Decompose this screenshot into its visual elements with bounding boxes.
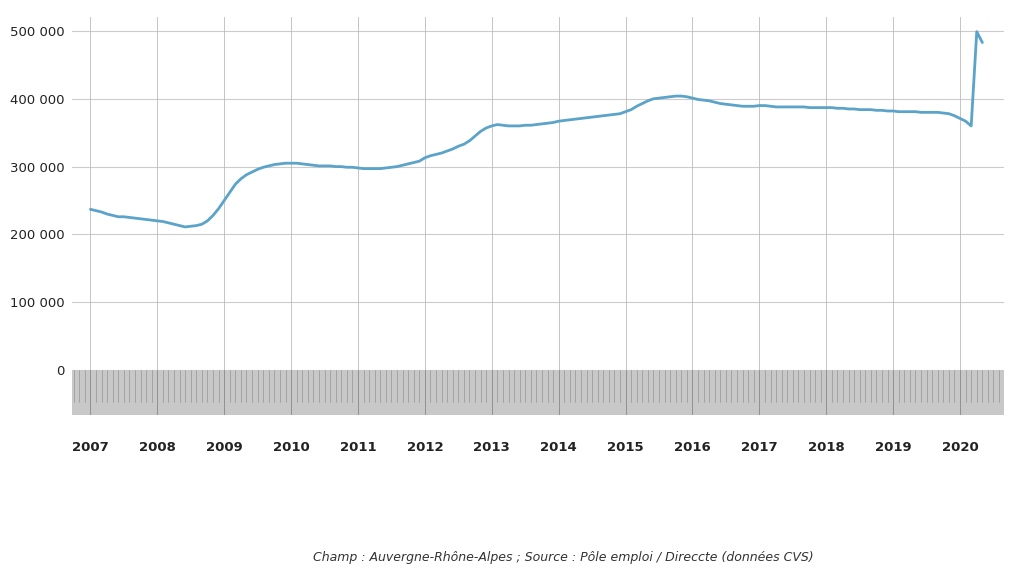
Text: 2007: 2007 bbox=[72, 441, 109, 454]
Text: 2020: 2020 bbox=[942, 441, 978, 454]
Text: 2015: 2015 bbox=[607, 441, 644, 454]
Text: Champ : Auvergne-Rhône-Alpes ; Source : Pôle emploi / Direccte (données CVS): Champ : Auvergne-Rhône-Alpes ; Source : … bbox=[313, 551, 813, 564]
Text: 2009: 2009 bbox=[206, 441, 243, 454]
Text: 2011: 2011 bbox=[340, 441, 376, 454]
Text: 2018: 2018 bbox=[808, 441, 845, 454]
Text: 2012: 2012 bbox=[407, 441, 443, 454]
Text: 2019: 2019 bbox=[874, 441, 911, 454]
Text: 2008: 2008 bbox=[139, 441, 176, 454]
Text: 2016: 2016 bbox=[674, 441, 711, 454]
Text: 2013: 2013 bbox=[473, 441, 510, 454]
Text: 2010: 2010 bbox=[272, 441, 309, 454]
Text: 2017: 2017 bbox=[741, 441, 777, 454]
Text: 2014: 2014 bbox=[541, 441, 578, 454]
